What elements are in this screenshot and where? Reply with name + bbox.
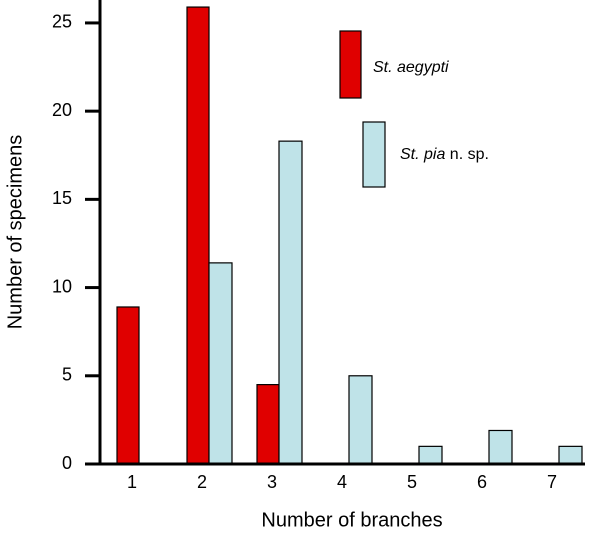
bar: [278, 140, 303, 465]
x-tick-label: 5: [407, 472, 417, 492]
y-tick-label: 10: [52, 276, 72, 296]
legend-swatch: [362, 121, 386, 188]
x-axis-title: Number of branches: [261, 509, 442, 531]
bar: [488, 429, 513, 465]
y-tick-label: 20: [52, 100, 72, 120]
y-tick-label: 5: [62, 365, 72, 385]
bar: [418, 445, 443, 465]
y-tick-label: 25: [52, 12, 72, 32]
y-tick-label: 0: [62, 453, 72, 473]
bar: [558, 445, 583, 465]
y-tick-label: 15: [52, 188, 72, 208]
legend-swatch: [339, 30, 362, 99]
legend-label: St. aegypti: [373, 59, 449, 76]
bar: [256, 384, 280, 465]
x-tick-label: 2: [197, 472, 207, 492]
x-tick-label: 6: [477, 472, 487, 492]
x-tick-label: 4: [337, 472, 347, 492]
bar: [348, 375, 373, 465]
x-tick-label: 3: [267, 472, 277, 492]
bar: [208, 262, 233, 465]
x-tick-label: 1: [127, 472, 137, 492]
y-axis-title: Number of specimens: [4, 135, 26, 330]
bar: [116, 306, 140, 465]
x-tick-label: 7: [547, 472, 557, 492]
bar: [186, 6, 210, 465]
legend-label: St. pia n. sp.: [400, 146, 489, 163]
